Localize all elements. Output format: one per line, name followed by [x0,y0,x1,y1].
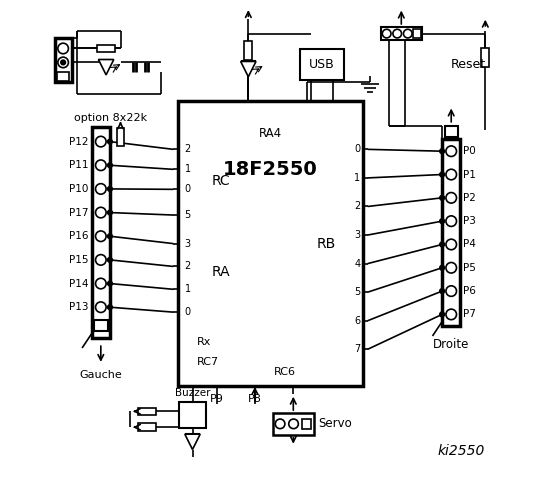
Bar [381,27,422,40]
Polygon shape [241,61,256,77]
Circle shape [440,312,445,317]
Text: 6: 6 [354,316,361,326]
Circle shape [107,257,112,262]
Bar [92,127,110,338]
Bar [244,41,252,60]
Bar [273,413,314,435]
Text: Buzzer: Buzzer [175,388,210,398]
Text: 0: 0 [185,184,191,194]
Circle shape [107,163,112,168]
Text: P12: P12 [69,137,89,146]
Bar [482,48,489,67]
Circle shape [107,281,112,286]
Bar [55,38,71,82]
Text: 7: 7 [354,344,361,354]
Text: 0: 0 [354,144,361,155]
Circle shape [107,234,112,239]
Text: 3: 3 [185,239,191,249]
Text: Gauche: Gauche [80,370,122,380]
Circle shape [440,195,445,200]
Text: 0: 0 [185,307,191,317]
Bar [179,402,206,428]
Text: ki2550: ki2550 [437,444,485,458]
Text: RA: RA [211,265,230,279]
Text: 1: 1 [354,173,361,183]
Text: Servo: Servo [319,417,352,431]
Polygon shape [185,434,200,449]
Text: P3: P3 [463,216,476,226]
Text: P15: P15 [69,255,89,265]
Text: P16: P16 [69,231,89,241]
Text: 2: 2 [354,202,361,212]
Circle shape [440,172,445,177]
Polygon shape [98,60,114,75]
Text: P6: P6 [463,286,476,296]
Text: P17: P17 [69,207,89,217]
Text: 3: 3 [354,230,361,240]
Text: P1: P1 [463,169,476,180]
Circle shape [440,265,445,270]
Bar [442,139,460,326]
Bar [445,126,458,137]
Text: P14: P14 [69,278,89,288]
Text: P10: P10 [70,184,89,194]
Text: 18F2550: 18F2550 [223,160,318,179]
Bar [97,45,115,52]
Text: P2: P2 [463,193,476,203]
Bar [94,320,107,331]
Circle shape [440,219,445,224]
Text: Reset: Reset [450,58,486,72]
Bar [138,423,155,431]
Text: USB: USB [309,58,335,72]
Text: RA4: RA4 [259,127,282,140]
Circle shape [61,60,66,65]
Text: 5: 5 [185,210,191,220]
Text: P9: P9 [210,395,223,404]
Circle shape [107,139,112,144]
Text: 1: 1 [185,164,191,174]
Text: RC7: RC7 [196,357,218,367]
Bar [138,408,155,415]
Circle shape [107,305,112,310]
Text: RB: RB [317,237,336,251]
Circle shape [440,242,445,247]
Circle shape [107,187,112,192]
Bar [300,49,344,80]
Text: 2: 2 [185,144,191,155]
Circle shape [440,149,445,154]
Text: P11: P11 [69,160,89,170]
Text: P5: P5 [463,263,476,273]
Text: 4: 4 [354,259,361,269]
Text: 1: 1 [185,284,191,294]
Text: P13: P13 [69,302,89,312]
Text: P8: P8 [248,395,262,404]
Bar [302,419,311,429]
Bar [413,29,421,38]
Circle shape [107,210,112,215]
Text: 5: 5 [354,287,361,297]
Text: P0: P0 [463,146,476,156]
Bar [57,72,69,81]
Text: P4: P4 [463,240,476,250]
Text: option 8x22k: option 8x22k [74,113,148,122]
Circle shape [440,288,445,293]
Bar [178,101,363,386]
Bar [117,128,124,146]
Text: Droite: Droite [433,338,469,351]
Text: P7: P7 [463,310,476,319]
Text: RC6: RC6 [274,367,296,377]
Text: 2: 2 [185,262,191,272]
Text: RC: RC [211,174,230,188]
Text: Rx: Rx [196,337,211,347]
